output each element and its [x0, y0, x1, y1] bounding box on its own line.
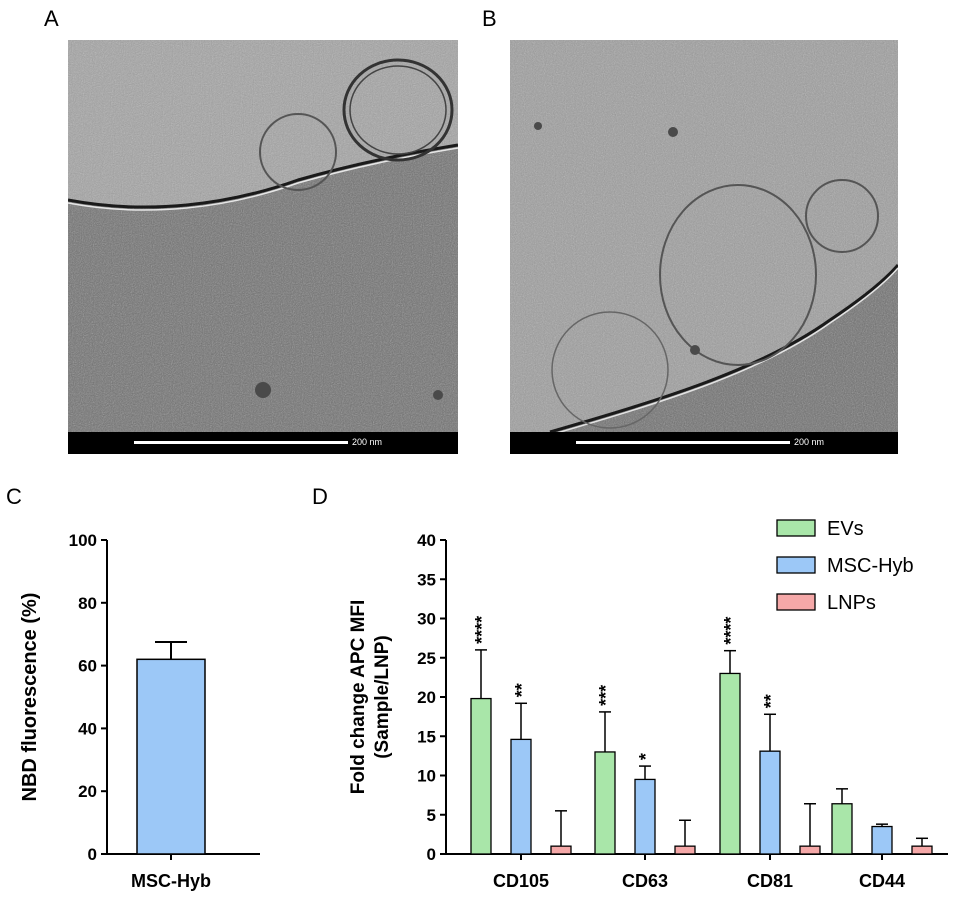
- x-tick-label-cd44: CD44: [859, 871, 905, 891]
- y-tick-label-d: 35: [417, 570, 436, 589]
- micrograph-b-scalebar-label: 200 nm: [794, 437, 825, 447]
- bar-evs-cd44: [831, 803, 853, 855]
- legend-label-lnps: LNPs: [827, 592, 876, 614]
- legend-label-evs: EVs: [827, 518, 864, 540]
- x-tick-label-cd105: CD105: [493, 871, 549, 891]
- y-tick-label-c: 100: [69, 531, 97, 550]
- panel-label-d: D: [312, 484, 328, 509]
- bar-msc-hyb-cd44: [871, 825, 893, 855]
- y-axis-label-c: NBD fluorescence (%): [19, 593, 41, 802]
- y-axis-label-d-line1: Fold change APC MFI: [348, 600, 369, 795]
- significance-label-evs: ****: [472, 616, 492, 644]
- x-tick-label-cd63: CD63: [622, 871, 668, 891]
- chart-c: 0 20 40 60 80 100 MSC-Hyb NBD fluorescence (%): [19, 531, 260, 891]
- panel-label-c: C: [6, 484, 22, 509]
- micrograph-a-image: [68, 40, 458, 454]
- micrograph-a: 200 nm: [68, 40, 458, 454]
- significance-label-msc-hyb: *: [636, 753, 656, 760]
- y-tick-label-d: 30: [417, 610, 436, 629]
- micrograph-a-scalebar-strip: 200 nm: [68, 432, 458, 454]
- bar-msc-hyb-cd105: [510, 738, 532, 855]
- y-tick-label-d: 15: [417, 727, 436, 746]
- bar-evs-cd81: [719, 672, 741, 855]
- y-tick-label-d: 40: [417, 531, 436, 550]
- panel-label-a: A: [44, 6, 59, 31]
- chart-d: 0510152025303540******CD105****CD63*****…: [348, 518, 948, 891]
- y-tick-label-d: 20: [417, 688, 436, 707]
- x-tick-label-cd81: CD81: [747, 871, 793, 891]
- micrograph-b-image: [510, 40, 898, 454]
- bar-evs-cd63: [594, 751, 616, 855]
- y-tick-label-c: 0: [88, 845, 97, 864]
- legend-label-msc-hyb: MSC-Hyb: [827, 555, 914, 577]
- bar-evs-cd105: [470, 697, 492, 855]
- panel-label-b: B: [482, 6, 497, 31]
- y-tick-label-d: 5: [427, 806, 436, 825]
- y-tick-label-c: 40: [78, 719, 97, 738]
- micrograph-b: 200 nm: [510, 40, 898, 454]
- bar-lnps-cd44: [911, 845, 933, 855]
- x-tick-label-c: MSC-Hyb: [131, 871, 211, 891]
- bar-lnps-cd81: [799, 845, 821, 855]
- micrograph-a-scalebar-label: 200 nm: [352, 437, 383, 447]
- significance-label-evs: ***: [596, 685, 616, 706]
- bar-lnps-cd63: [674, 845, 696, 855]
- significance-label-msc-hyb: **: [761, 694, 781, 708]
- bar-msc-hyb-cd63: [634, 778, 656, 855]
- micrograph-b-scalebar-strip: 200 nm: [510, 432, 898, 454]
- bar-msc-hyb-cd81: [759, 750, 781, 855]
- significance-label-msc-hyb: **: [512, 683, 532, 697]
- bar-msc-hyb-c: [136, 658, 206, 855]
- significance-label-evs: ****: [721, 617, 741, 645]
- micrograph-b-scalebar: [576, 441, 790, 444]
- y-tick-label-c: 80: [78, 594, 97, 613]
- y-axis-label-d-line2: (Sample/LNP): [372, 635, 393, 759]
- y-tick-label-d: 0: [427, 845, 436, 864]
- y-tick-label-d: 25: [417, 649, 436, 668]
- y-tick-label-c: 60: [78, 657, 97, 676]
- bar-lnps-cd105: [550, 845, 572, 855]
- legend-swatch-evs: [776, 519, 816, 537]
- micrograph-a-scalebar: [134, 441, 348, 444]
- legend-swatch-lnps: [776, 593, 816, 611]
- y-tick-label-c: 20: [78, 782, 97, 801]
- y-tick-label-d: 10: [417, 767, 436, 786]
- legend-swatch-msc-hyb: [776, 556, 816, 574]
